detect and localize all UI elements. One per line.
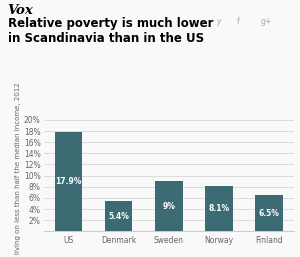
Text: g+: g+	[261, 17, 272, 26]
Text: 5.4%: 5.4%	[108, 212, 129, 221]
Text: in Scandinavia than in the US: in Scandinavia than in the US	[8, 32, 204, 45]
Bar	[55, 132, 82, 231]
Bar	[155, 181, 182, 231]
Text: 6.5%: 6.5%	[258, 209, 279, 218]
Y-axis label: % living on less than half the median income, 2012: % living on less than half the median in…	[15, 82, 21, 257]
Text: 8.1%: 8.1%	[208, 204, 230, 213]
Text: f: f	[237, 17, 240, 26]
Text: y: y	[216, 17, 220, 26]
Text: Vox: Vox	[8, 4, 33, 17]
Text: Relative poverty is much lower: Relative poverty is much lower	[8, 17, 213, 30]
Text: 17.9%: 17.9%	[56, 177, 82, 186]
Text: 9%: 9%	[162, 202, 175, 211]
Bar	[255, 195, 283, 231]
Bar	[205, 186, 232, 231]
Bar	[105, 201, 133, 231]
